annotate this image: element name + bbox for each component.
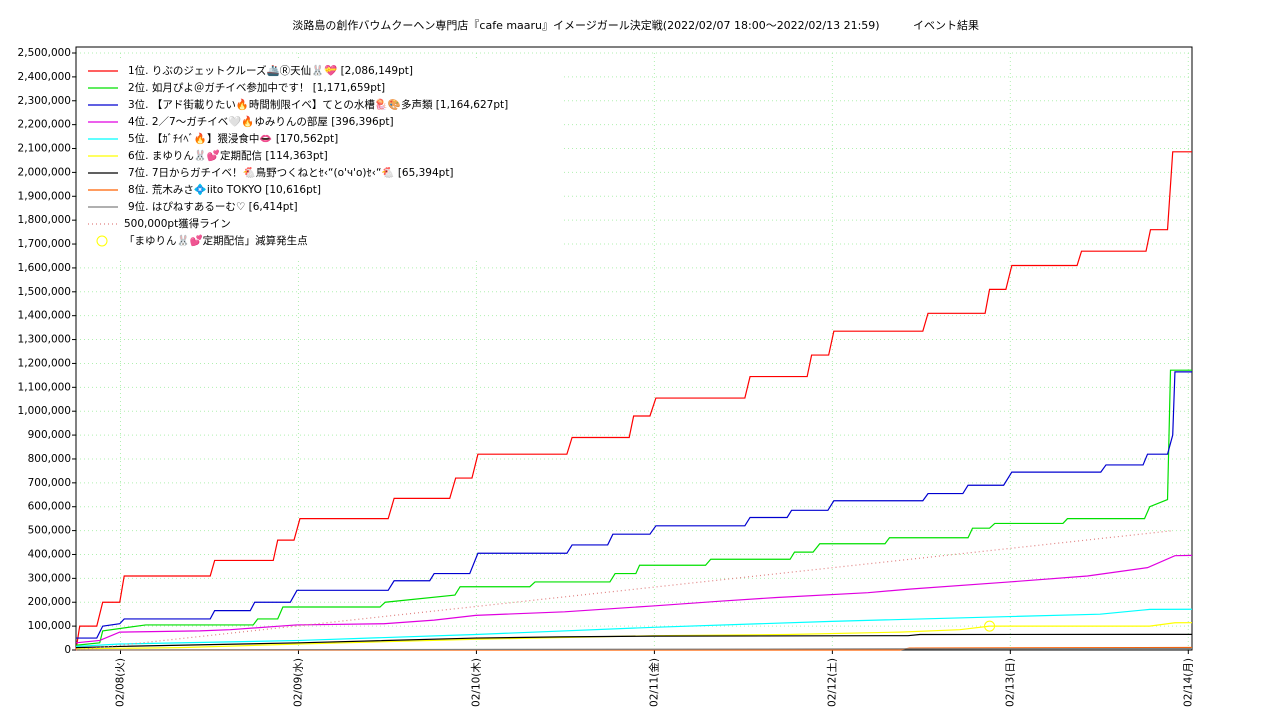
legend-label: 8位. 荒木みさ💠iito TOKYO [10,616pt] [128,183,321,196]
y-tick-label: 800,000 [28,453,71,465]
legend-label: 3位. 【アド街載りたい🔥時間制限イベ】てとの水槽🪼🎨多声類 [1,164,62… [128,97,508,111]
y-tick-label: 100,000 [28,620,71,632]
legend: 1位. りぶのジェットクルーズ🚢Ⓡ天仙🐰💝 [2,086,149pt] 2位. 如… [78,59,563,259]
y-tick-label: 2,000,000 [18,166,71,178]
y-tick-label: 1,200,000 [18,357,71,369]
y-tick-label: 1,000,000 [18,405,71,417]
series-line [75,647,1193,651]
chart-subtitle: イベント結果 [913,18,979,32]
y-tick-label: 1,900,000 [18,190,71,202]
x-tick-label: 02/13(日) [1004,658,1016,707]
event-marker [984,620,996,632]
series-line [75,608,1193,648]
y-tick-label: 2,400,000 [18,71,71,83]
series-line [75,151,1192,651]
y-tick-label: 300,000 [28,572,71,584]
y-tick-label: 0 [64,644,71,656]
x-tick-label: 02/08(火) [114,658,126,707]
y-tick-label: 900,000 [28,429,71,441]
y-tick-label: 600,000 [28,501,71,513]
y-tick-label: 700,000 [28,477,71,489]
legend-label: 1位. りぶのジェットクルーズ🚢Ⓡ天仙🐰💝 [2,086,149pt] [128,64,413,77]
x-tick-label: 02/12(土) [825,658,838,707]
x-tick-label: 02/14(月) [1182,658,1194,707]
legend-label: 2位. 如月ぴよ＠ガチイベ参加中です！ [1,171,659pt] [128,81,385,94]
legend-label: 「まゆりん🐰💕定期配信」減算発生点 [124,234,308,247]
y-tick-label: 1,100,000 [18,381,71,393]
y-tick-label: 2,500,000 [18,47,71,59]
y-tick-label: 2,300,000 [18,95,71,107]
x-tick-label: 02/10(木) [470,658,482,707]
series-line [75,622,1193,650]
y-tick-label: 2,100,000 [18,143,71,155]
legend-label: 9位. はぴねすあるーむ♡ [6,414pt] [128,200,298,213]
series-line [75,554,1193,644]
legend-swatch [96,235,108,247]
y-tick-label: 1,800,000 [18,214,71,226]
series-line [76,371,1192,639]
legend-label: 4位. 2／7〜ガチイベ🤍🔥ゆみりんの部屋 [396,396pt] [128,115,394,128]
legend-label: 5位. 【ｶﾞﾁｲﾍﾞ🔥】猥浸食中👄 [170,562pt] [128,132,338,145]
y-tick-label: 2,200,000 [18,119,71,131]
x-tick-label: 02/09(水) [292,658,304,707]
chart-title: 淡路島の創作バウムクーヘン専門店『cafe maaru』イメージガール決定戦(2… [292,18,879,32]
y-tick-label: 1,700,000 [18,238,71,250]
legend-label: 7位. 7日からガチイベ！🐔鳥野つくねとｾ‹“(o'ч'o)ｾ‹“🐔 [65,3… [128,166,454,179]
legend-label: 500,000pt獲得ライン [124,217,231,230]
y-tick-label: 1,600,000 [18,262,71,274]
y-tick-label: 200,000 [28,596,71,608]
y-tick-label: 1,300,000 [18,334,71,346]
series-line [75,633,1193,649]
y-tick-label: 500,000 [28,525,71,537]
series-line [75,369,1192,646]
y-tick-label: 1,400,000 [18,310,71,322]
y-tick-label: 1,500,000 [18,286,71,298]
x-tick-label: 02/11(金) [647,658,660,707]
legend-box [78,59,563,259]
y-tick-label: 400,000 [28,548,71,560]
legend-label: 6位. まゆりん🐰💕定期配信 [114,363pt] [128,149,328,162]
